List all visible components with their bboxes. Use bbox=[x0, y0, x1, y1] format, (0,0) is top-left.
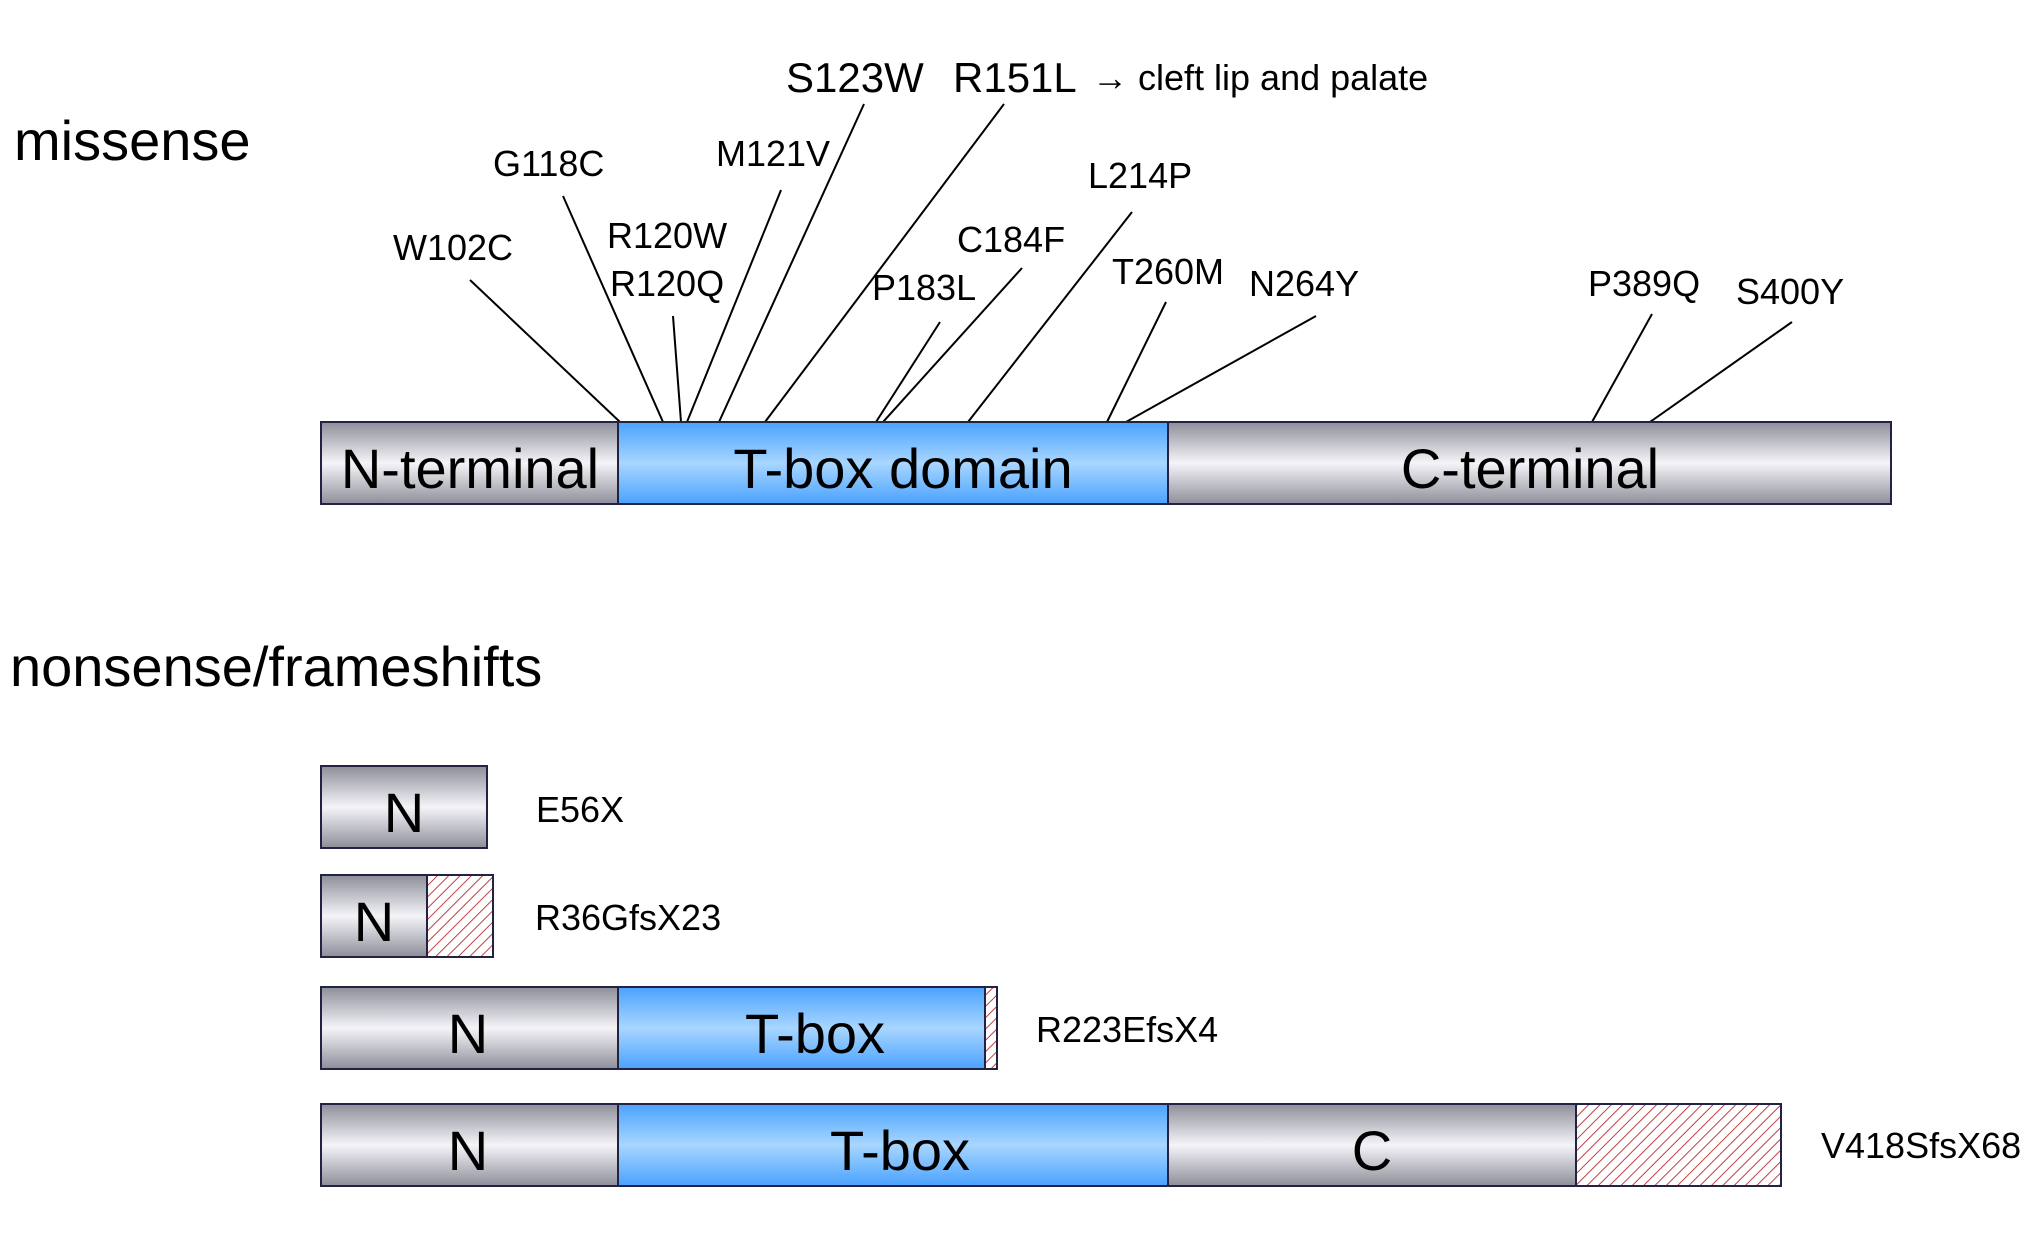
n-terminal-domain bbox=[320, 421, 619, 505]
n-domain-label: N bbox=[354, 890, 394, 953]
mutation-label-w102c: W102C bbox=[393, 227, 513, 268]
mutation-label-t260m: T260M bbox=[1112, 251, 1224, 292]
truncated-protein-r223efsx4: N T-box R223EfsX4 bbox=[320, 986, 1218, 1070]
truncating-title: nonsense/frameshifts bbox=[10, 635, 542, 698]
frameshift-tail bbox=[426, 874, 494, 958]
t-box-domain bbox=[617, 986, 986, 1070]
n-domain bbox=[320, 765, 488, 849]
mutation-label-s400y: S400Y bbox=[1736, 271, 1844, 312]
t-box-domain bbox=[617, 421, 1169, 505]
c-terminal-domain bbox=[1167, 421, 1892, 505]
leader-t260m bbox=[1106, 301, 1167, 423]
leader-p183l bbox=[875, 321, 941, 423]
n-domain-label: N bbox=[448, 1119, 488, 1182]
leader-c184f bbox=[882, 267, 1023, 423]
c-domain bbox=[1167, 1103, 1577, 1187]
leader-m121v bbox=[686, 189, 782, 423]
c-domain-label: C bbox=[1352, 1119, 1392, 1182]
leader-s123w bbox=[718, 103, 865, 423]
mutation-label-r151l: R151L bbox=[953, 54, 1077, 101]
mutation-label-p389q: P389Q bbox=[1588, 263, 1700, 304]
frameshift-tail bbox=[984, 986, 998, 1070]
t-box-label: T-box bbox=[745, 1002, 885, 1065]
frameshift-tail bbox=[1575, 1103, 1782, 1187]
variant-label-r36gfsx23: R36GfsX23 bbox=[535, 897, 721, 938]
mutation-label-m121v: M121V bbox=[716, 133, 830, 174]
n-terminal-label: N-terminal bbox=[341, 437, 599, 500]
leader-r151l bbox=[764, 103, 1005, 423]
leader-l214p bbox=[967, 211, 1133, 423]
variant-label-r223efsx4: R223EfsX4 bbox=[1036, 1009, 1218, 1050]
mutation-label-n264y: N264Y bbox=[1249, 263, 1359, 304]
n-domain-label: N bbox=[384, 781, 424, 844]
leader-w102c bbox=[469, 279, 621, 423]
c-terminal-label: C-terminal bbox=[1401, 437, 1659, 500]
n-domain bbox=[320, 874, 428, 958]
mutation-label-p183l: P183L bbox=[872, 267, 976, 308]
truncated-protein-r36gfsx23: N R36GfsX23 bbox=[320, 874, 721, 958]
mutation-label-s123w: S123W bbox=[786, 54, 924, 101]
n-domain bbox=[320, 986, 619, 1070]
missense-title: missense bbox=[14, 109, 251, 172]
t-box-label: T-box bbox=[830, 1119, 970, 1182]
cleft-annotation: → cleft lip and palate bbox=[1092, 57, 1428, 98]
mutation-label-l214p: L214P bbox=[1088, 155, 1192, 196]
variant-label-e56x: E56X bbox=[536, 789, 624, 830]
variant-label-v418sfsx68: V418SfsX68 bbox=[1821, 1125, 2021, 1166]
truncated-protein-v418sfsx68: N T-box C V418SfsX68 bbox=[320, 1103, 2021, 1187]
leader-s400y bbox=[1649, 321, 1793, 423]
leader-p389q bbox=[1591, 313, 1653, 423]
full-length-protein-bar: N-terminal T-box domain C-terminal bbox=[320, 421, 1892, 505]
mutation-label-r120w: R120W bbox=[607, 215, 727, 256]
mutation-label-r120q: R120Q bbox=[610, 263, 724, 304]
leader-g118c bbox=[562, 195, 664, 423]
n-domain-label: N bbox=[448, 1002, 488, 1065]
leader-r120 bbox=[672, 315, 682, 423]
mutation-label-g118c: G118C bbox=[493, 143, 604, 184]
mutation-label-c184f: C184F bbox=[957, 219, 1065, 260]
mutation-leader-lines bbox=[469, 103, 1793, 423]
t-box-domain-label: T-box domain bbox=[733, 437, 1072, 500]
truncated-protein-e56x: N E56X bbox=[320, 765, 624, 849]
t-box-domain bbox=[617, 1103, 1169, 1187]
leader-n264y bbox=[1125, 315, 1317, 423]
